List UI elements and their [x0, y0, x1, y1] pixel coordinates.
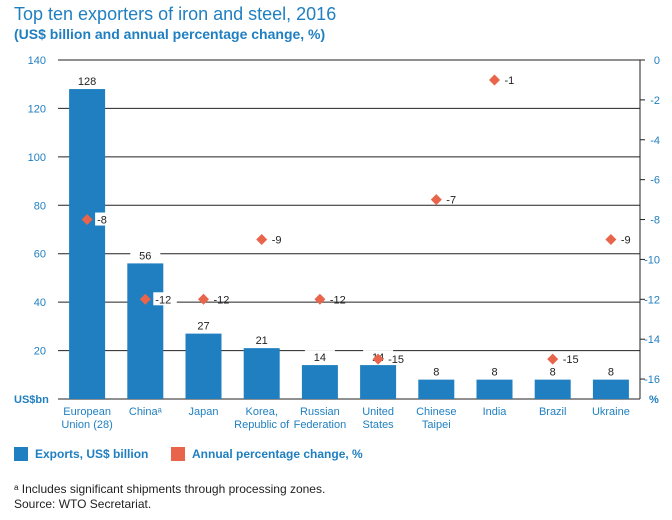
source-note: Source: WTO Secretariat. [14, 497, 152, 511]
change-value-label: -1 [505, 75, 515, 87]
left-tick-label: 60 [34, 249, 46, 261]
bar [418, 379, 455, 399]
chart-title: Top ten exporters of iron and steel, 201… [14, 4, 337, 24]
category-label: Russian [300, 406, 340, 418]
left-tick-label: 140 [28, 55, 46, 67]
right-tick-label: -16 [644, 374, 660, 386]
right-axis-unit: % [649, 394, 659, 406]
right-tick-label: -14 [644, 334, 660, 346]
category-label: United [362, 406, 394, 418]
change-marker [314, 293, 326, 305]
legend-label-change: Annual percentage change, % [192, 447, 363, 461]
bar-label-bg [246, 333, 277, 347]
change-value-label: -12 [155, 294, 171, 306]
category-label: Ukraine [592, 406, 630, 418]
bar [127, 263, 164, 399]
category-label: Japan [189, 406, 219, 418]
footnote: ᵃ Includes significant shipments through… [14, 482, 326, 496]
change-marker [198, 293, 209, 305]
bar [185, 333, 222, 399]
change-value-label: -12 [330, 294, 346, 306]
change-value-label: -9 [272, 234, 282, 246]
change-marker [81, 214, 93, 226]
right-tick-label: 0 [654, 55, 660, 67]
bar [360, 365, 397, 399]
bar [476, 379, 513, 399]
chart-subtitle: (US$ billion and annual percentage chang… [14, 26, 326, 42]
category-label: Federation [294, 419, 347, 431]
bar-label-bg [595, 364, 626, 378]
bar-value-label: 8 [491, 367, 497, 379]
right-tick-label: -12 [644, 294, 660, 306]
change-marker [605, 233, 617, 245]
change-value-label: -12 [214, 294, 230, 306]
bar-value-label: 8 [550, 367, 556, 379]
right-tick-label: -10 [644, 254, 660, 266]
bar-value-label: 27 [197, 321, 209, 333]
bar-label-bg [537, 364, 568, 378]
change-marker [430, 194, 442, 206]
change-marker [547, 353, 559, 365]
change-marker [372, 353, 384, 365]
left-tick-label: 20 [34, 346, 46, 358]
change-value-label: -8 [97, 215, 107, 227]
bar-label-bg [479, 364, 510, 378]
category-label: India [483, 406, 508, 418]
category-label: States [363, 419, 395, 431]
category-label: Republic of [234, 419, 290, 431]
bar-value-label: 8 [433, 367, 439, 379]
change-marker [489, 74, 500, 86]
marker-label-bg [153, 292, 177, 306]
bar-label-bg [421, 364, 452, 378]
change-marker [139, 293, 151, 305]
category-label: Korea, [245, 406, 277, 418]
bar [243, 348, 280, 399]
right-tick-label: -2 [650, 95, 660, 107]
bar-value-label: 21 [256, 335, 268, 347]
category-label: European [63, 406, 111, 418]
bar [69, 89, 106, 400]
bar-label-bg [304, 350, 335, 364]
bar-value-label: 14 [314, 352, 326, 364]
right-tick-label: -6 [650, 175, 660, 187]
right-tick-label: -4 [650, 135, 660, 147]
marker-label-bg [95, 212, 113, 226]
change-value-label: -9 [621, 234, 631, 246]
change-value-label: -15 [563, 354, 579, 366]
change-value-label: -15 [388, 354, 404, 366]
bar-label-bg [188, 318, 219, 332]
chart-plot: 20 40 60 80 100 120 140 0 -2 -4 -6 -8 -10 -12 -14 -16 US… [14, 55, 660, 431]
bar [534, 379, 571, 399]
change-marker [256, 233, 268, 245]
bar [301, 365, 338, 399]
legend-item-change: Annual percentage change, % [171, 447, 363, 461]
left-axis-unit: US$bn [14, 394, 49, 406]
left-tick-label: 120 [28, 103, 46, 115]
category-label: Brazil [539, 406, 567, 418]
bar-value-label: 8 [608, 367, 614, 379]
legend-label-exports: Exports, US$ billion [35, 447, 149, 461]
category-label: Chinese [416, 406, 456, 418]
category-label: Union (28) [61, 419, 112, 431]
bar-label-bg [72, 74, 103, 88]
left-tick-label: 40 [34, 297, 46, 309]
legend-item-exports: Exports, US$ billion [14, 447, 148, 461]
right-tick-label: -8 [650, 215, 660, 227]
category-label: Chinaᵃ [129, 406, 163, 418]
legend-swatch-exports [14, 447, 28, 461]
bar-label-bg [130, 248, 161, 262]
legend-swatch-change [171, 447, 185, 461]
change-value-label: -7 [446, 195, 456, 207]
category-label: Taipei [422, 419, 451, 431]
bar-value-label: 56 [139, 250, 151, 262]
bar-value-label: 128 [78, 76, 96, 88]
bar [592, 379, 629, 399]
left-tick-label: 80 [34, 200, 46, 212]
left-tick-label: 100 [28, 152, 46, 164]
